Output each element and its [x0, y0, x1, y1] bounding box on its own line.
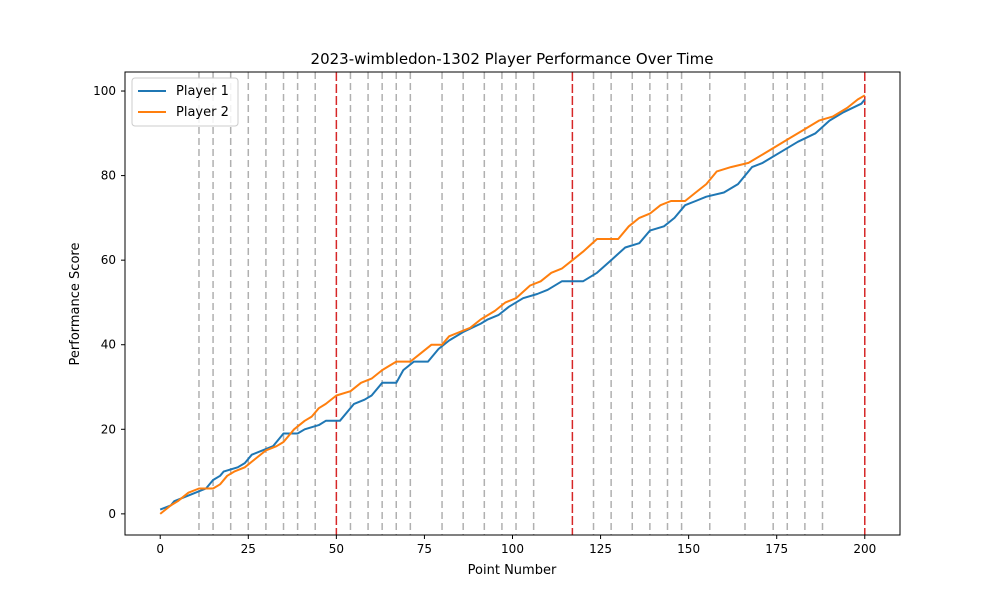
- y-tick-label: 60: [101, 253, 116, 267]
- series-line-player-2: [159, 94, 866, 515]
- x-tick-label: 50: [329, 542, 344, 556]
- y-tick-label: 20: [101, 422, 116, 436]
- x-tick-label: 25: [241, 542, 256, 556]
- series-layer: [159, 94, 866, 515]
- marker-layer: [198, 72, 866, 535]
- x-tick-label: 0: [156, 542, 164, 556]
- chart-title: 2023-wimbledon-1302 Player Performance O…: [311, 50, 714, 68]
- x-tick-label: 125: [589, 542, 612, 556]
- series-line-player-1: [159, 98, 866, 511]
- y-tick-label: 80: [101, 169, 116, 183]
- x-axis: 0 25 50 75 100 125 150 175 200: [156, 535, 876, 556]
- y-axis-label: Performance Score: [68, 243, 83, 366]
- x-tick-label: 75: [417, 542, 432, 556]
- x-tick-label: 150: [677, 542, 700, 556]
- y-tick-label: 0: [108, 507, 116, 521]
- legend-label-player-1: Player 1: [176, 84, 229, 99]
- y-tick-label: 100: [93, 84, 116, 98]
- y-axis: 0 20 40 60 80 100: [93, 84, 125, 521]
- legend-label-player-2: Player 2: [176, 105, 229, 120]
- x-axis-label: Point Number: [468, 563, 557, 578]
- legend: Player 1 Player 2: [131, 77, 239, 127]
- x-tick-label: 175: [765, 542, 788, 556]
- y-tick-label: 40: [101, 338, 116, 352]
- x-tick-label: 100: [501, 542, 524, 556]
- x-tick-label: 200: [853, 542, 876, 556]
